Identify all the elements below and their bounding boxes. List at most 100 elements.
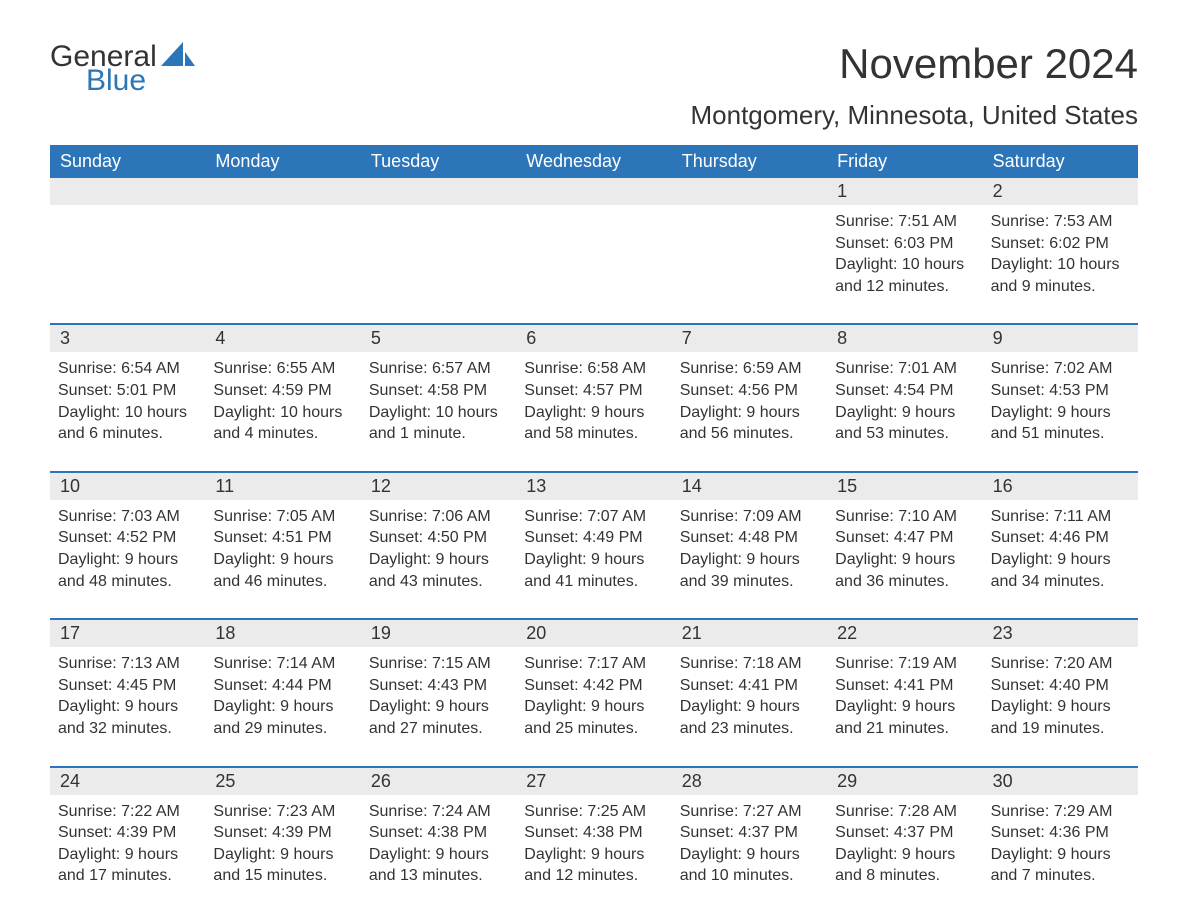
sunset: Sunset: 4:39 PM [58, 822, 197, 844]
daylight: Daylight: 9 hours and 21 minutes. [835, 696, 974, 739]
day-info: Sunrise: 7:22 AMSunset: 4:39 PMDaylight:… [58, 801, 197, 887]
calendar-cell: 15Sunrise: 7:10 AMSunset: 4:47 PMDayligh… [827, 473, 982, 600]
day-number: 5 [361, 325, 516, 352]
sunrise: Sunrise: 6:58 AM [524, 358, 663, 380]
sunset: Sunset: 4:40 PM [991, 675, 1130, 697]
sunrise: Sunrise: 7:13 AM [58, 653, 197, 675]
calendar-cell [672, 178, 827, 305]
logo: General Blue [50, 40, 195, 98]
daylight: Daylight: 10 hours and 1 minute. [369, 402, 508, 445]
daylight: Daylight: 9 hours and 39 minutes. [680, 549, 819, 592]
sunrise: Sunrise: 7:17 AM [524, 653, 663, 675]
daylight: Daylight: 9 hours and 17 minutes. [58, 844, 197, 887]
sunrise: Sunrise: 6:55 AM [213, 358, 352, 380]
calendar-cell [361, 178, 516, 305]
day-info: Sunrise: 7:05 AMSunset: 4:51 PMDaylight:… [213, 506, 352, 592]
weeks-container: 1Sunrise: 7:51 AMSunset: 6:03 PMDaylight… [50, 178, 1138, 895]
calendar-cell: 29Sunrise: 7:28 AMSunset: 4:37 PMDayligh… [827, 768, 982, 895]
day-info: Sunrise: 6:54 AMSunset: 5:01 PMDaylight:… [58, 358, 197, 444]
sunset: Sunset: 4:53 PM [991, 380, 1130, 402]
calendar-cell: 24Sunrise: 7:22 AMSunset: 4:39 PMDayligh… [50, 768, 205, 895]
calendar-cell [205, 178, 360, 305]
sunrise: Sunrise: 7:51 AM [835, 211, 974, 233]
calendar-cell: 1Sunrise: 7:51 AMSunset: 6:03 PMDaylight… [827, 178, 982, 305]
week-row: 1Sunrise: 7:51 AMSunset: 6:03 PMDaylight… [50, 178, 1138, 305]
calendar-cell: 2Sunrise: 7:53 AMSunset: 6:02 PMDaylight… [983, 178, 1138, 305]
sunrise: Sunrise: 7:11 AM [991, 506, 1130, 528]
day-number [205, 178, 360, 205]
day-info: Sunrise: 6:58 AMSunset: 4:57 PMDaylight:… [524, 358, 663, 444]
calendar-cell: 27Sunrise: 7:25 AMSunset: 4:38 PMDayligh… [516, 768, 671, 895]
dayhead-sat: Saturday [983, 145, 1138, 178]
dayhead-sun: Sunday [50, 145, 205, 178]
day-info: Sunrise: 7:06 AMSunset: 4:50 PMDaylight:… [369, 506, 508, 592]
sunrise: Sunrise: 7:27 AM [680, 801, 819, 823]
sunset: Sunset: 4:59 PM [213, 380, 352, 402]
sunrise: Sunrise: 7:19 AM [835, 653, 974, 675]
sunset: Sunset: 4:38 PM [524, 822, 663, 844]
daylight: Daylight: 9 hours and 53 minutes. [835, 402, 974, 445]
sunrise: Sunrise: 7:05 AM [213, 506, 352, 528]
day-number: 13 [516, 473, 671, 500]
daylight: Daylight: 10 hours and 9 minutes. [991, 254, 1130, 297]
sunset: Sunset: 4:41 PM [680, 675, 819, 697]
day-info: Sunrise: 7:03 AMSunset: 4:52 PMDaylight:… [58, 506, 197, 592]
daylight: Daylight: 10 hours and 6 minutes. [58, 402, 197, 445]
day-info: Sunrise: 7:10 AMSunset: 4:47 PMDaylight:… [835, 506, 974, 592]
daylight: Daylight: 9 hours and 19 minutes. [991, 696, 1130, 739]
day-number: 28 [672, 768, 827, 795]
sunrise: Sunrise: 7:24 AM [369, 801, 508, 823]
calendar-cell: 30Sunrise: 7:29 AMSunset: 4:36 PMDayligh… [983, 768, 1138, 895]
day-info: Sunrise: 7:01 AMSunset: 4:54 PMDaylight:… [835, 358, 974, 444]
calendar-cell: 11Sunrise: 7:05 AMSunset: 4:51 PMDayligh… [205, 473, 360, 600]
sunset: Sunset: 4:37 PM [680, 822, 819, 844]
sunset: Sunset: 4:54 PM [835, 380, 974, 402]
calendar-cell: 19Sunrise: 7:15 AMSunset: 4:43 PMDayligh… [361, 620, 516, 747]
sunrise: Sunrise: 7:15 AM [369, 653, 508, 675]
week-row: 3Sunrise: 6:54 AMSunset: 5:01 PMDaylight… [50, 323, 1138, 452]
day-number [361, 178, 516, 205]
sunset: Sunset: 4:57 PM [524, 380, 663, 402]
day-info: Sunrise: 7:17 AMSunset: 4:42 PMDaylight:… [524, 653, 663, 739]
dayhead-tue: Tuesday [361, 145, 516, 178]
calendar-cell: 25 Sunrise: 7:23 AMSunset: 4:39 PMDayligh… [205, 768, 360, 895]
sunrise: Sunrise: 7:02 AM [991, 358, 1130, 380]
day-number [516, 178, 671, 205]
day-number: 7 [672, 325, 827, 352]
sunset: Sunset: 4:49 PM [524, 527, 663, 549]
day-number: 20 [516, 620, 671, 647]
day-number: 8 [827, 325, 982, 352]
sunrise: Sunrise: 7:22 AM [58, 801, 197, 823]
calendar-cell [516, 178, 671, 305]
day-number: 6 [516, 325, 671, 352]
calendar-cell: 17Sunrise: 7:13 AMSunset: 4:45 PMDayligh… [50, 620, 205, 747]
dayhead-wed: Wednesday [516, 145, 671, 178]
day-number: 4 [205, 325, 360, 352]
location: Montgomery, Minnesota, United States [690, 100, 1138, 131]
calendar-cell: 16Sunrise: 7:11 AMSunset: 4:46 PMDayligh… [983, 473, 1138, 600]
daylight: Daylight: 9 hours and 23 minutes. [680, 696, 819, 739]
sunrise: Sunrise: 7:01 AM [835, 358, 974, 380]
day-info: Sunrise: 7:20 AMSunset: 4:40 PMDaylight:… [991, 653, 1130, 739]
daylight: Daylight: 9 hours and 48 minutes. [58, 549, 197, 592]
dayhead-fri: Friday [827, 145, 982, 178]
day-number: 25 [205, 768, 360, 795]
day-number: 22 [827, 620, 982, 647]
calendar-cell: 4 Sunrise: 6:55 AMSunset: 4:59 PMDaylight… [205, 325, 360, 452]
day-number: 21 [672, 620, 827, 647]
daylight: Daylight: 9 hours and 7 minutes. [991, 844, 1130, 887]
day-info: Sunrise: 7:24 AMSunset: 4:38 PMDaylight:… [369, 801, 508, 887]
week-row: 24Sunrise: 7:22 AMSunset: 4:39 PMDayligh… [50, 766, 1138, 895]
sunset: Sunset: 4:52 PM [58, 527, 197, 549]
sunset: Sunset: 4:39 PM [213, 822, 352, 844]
daylight: Daylight: 10 hours and 4 minutes. [213, 402, 352, 445]
sunrise: Sunrise: 7:28 AM [835, 801, 974, 823]
calendar-cell: 18Sunrise: 7:14 AMSunset: 4:44 PMDayligh… [205, 620, 360, 747]
sunrise: Sunrise: 7:20 AM [991, 653, 1130, 675]
daylight: Daylight: 9 hours and 58 minutes. [524, 402, 663, 445]
day-number: 1 [827, 178, 982, 205]
sunrise: Sunrise: 7:23 AM [213, 801, 352, 823]
sunrise: Sunrise: 7:03 AM [58, 506, 197, 528]
day-number: 29 [827, 768, 982, 795]
day-info: Sunrise: 7:23 AMSunset: 4:39 PMDaylight:… [213, 801, 352, 887]
